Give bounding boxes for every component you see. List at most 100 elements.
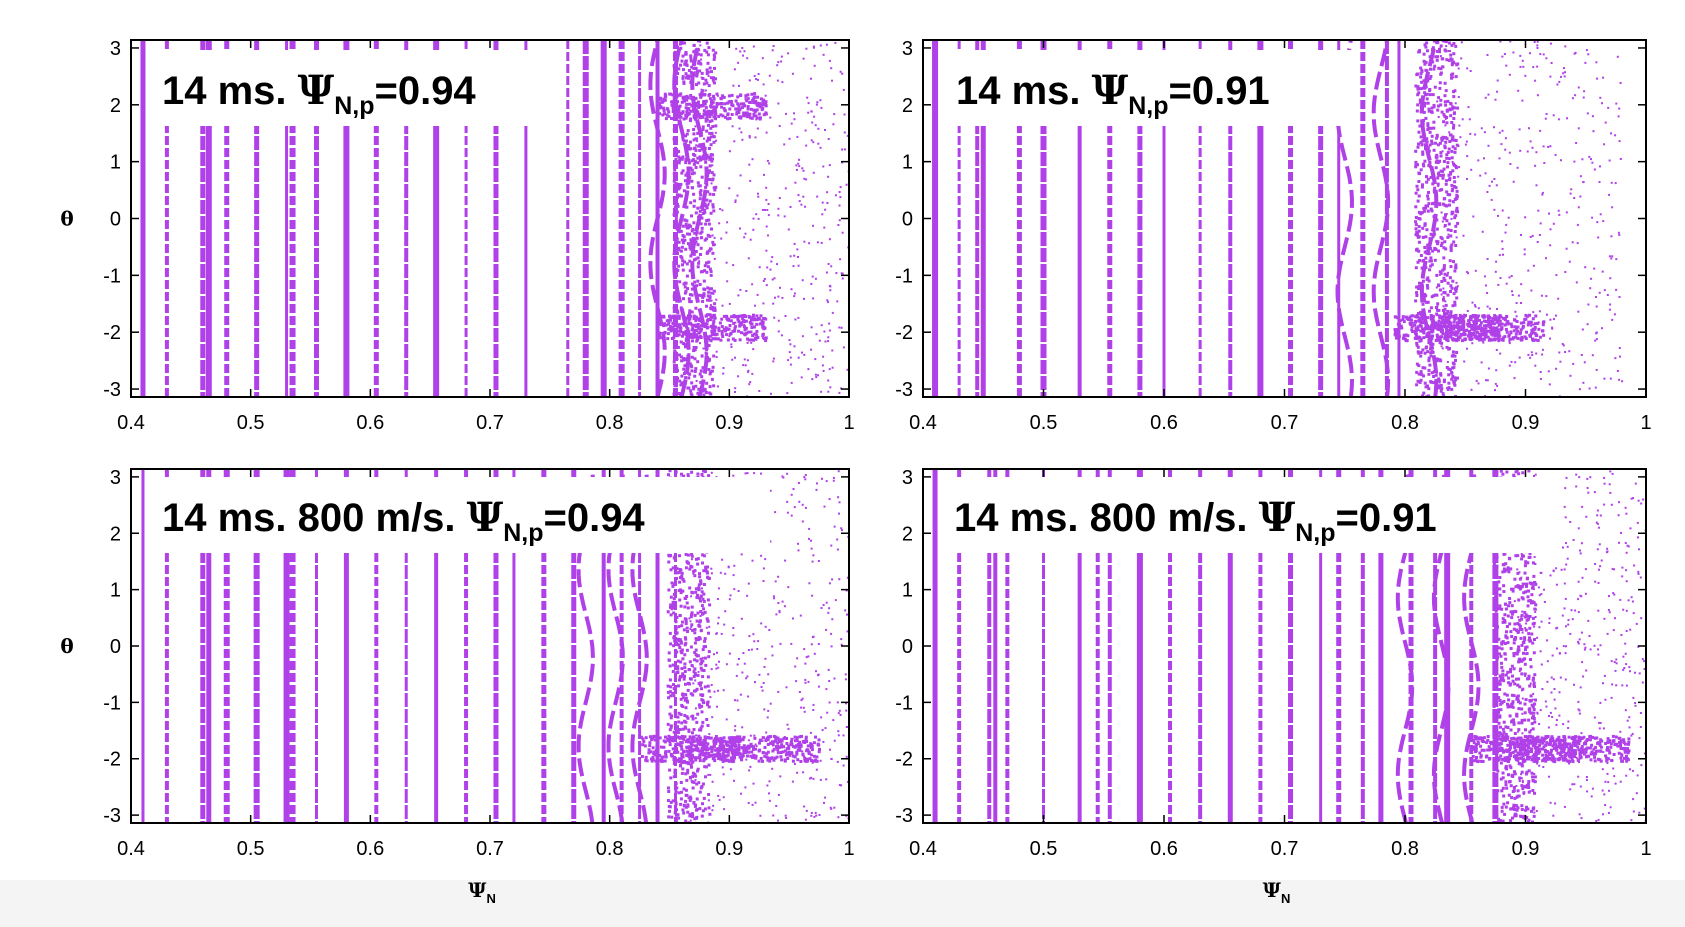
- chaos-point: [1426, 204, 1430, 208]
- chaos-point: [686, 630, 689, 633]
- chaos-point: [699, 231, 703, 235]
- cluster-point: [779, 751, 783, 754]
- stochastic-point: [1614, 134, 1617, 137]
- cluster-point: [721, 94, 725, 98]
- cluster-point: [814, 735, 817, 739]
- stochastic-point: [764, 94, 767, 97]
- chaos-point: [679, 340, 683, 344]
- chaos-point: [681, 808, 685, 812]
- stochastic-point: [692, 665, 694, 668]
- stochastic-point: [699, 189, 702, 191]
- chaos-point: [678, 646, 682, 649]
- stochastic-point: [829, 289, 832, 292]
- chaos-point: [707, 344, 711, 347]
- cluster-point: [680, 752, 684, 756]
- stochastic-point: [697, 670, 700, 673]
- cluster-point: [738, 107, 742, 111]
- cluster-point: [719, 741, 723, 745]
- cluster-point: [729, 759, 733, 763]
- y-tick-label: 1: [902, 152, 913, 174]
- cluster-point: [720, 330, 724, 334]
- chaos-point: [706, 190, 710, 194]
- stochastic-point: [1444, 117, 1447, 120]
- cluster-point: [1487, 314, 1491, 318]
- stochastic-point: [833, 113, 836, 116]
- cluster-point: [710, 315, 714, 319]
- cluster-point: [1403, 337, 1407, 341]
- cluster-point: [739, 94, 742, 97]
- chaos-point: [710, 291, 714, 295]
- stochastic-point: [762, 682, 765, 684]
- y-tick-label: -1: [103, 265, 121, 287]
- stochastic-point: [761, 208, 764, 211]
- cluster-point: [1487, 338, 1491, 342]
- cluster-point: [1413, 323, 1417, 327]
- stochastic-point: [1501, 129, 1504, 132]
- cluster-point: [649, 735, 652, 739]
- chaos-point: [689, 79, 693, 83]
- chaos-point: [1449, 171, 1453, 174]
- stochastic-point: [833, 806, 836, 809]
- stochastic-point: [721, 558, 724, 561]
- chaos-point: [679, 306, 683, 310]
- cluster-point: [1490, 322, 1494, 326]
- stochastic-point: [1573, 160, 1576, 163]
- chaos-point: [708, 66, 712, 70]
- chaos-point: [688, 243, 692, 247]
- cluster-point: [734, 739, 738, 743]
- chaos-point: [1428, 161, 1432, 165]
- chaos-point: [672, 213, 676, 216]
- chaos-point: [1451, 304, 1455, 308]
- stochastic-point: [742, 54, 744, 57]
- chaos-point: [703, 610, 707, 614]
- stochastic-point: [1535, 184, 1538, 187]
- chaos-point: [701, 597, 705, 601]
- cluster-point: [665, 113, 669, 117]
- stochastic-point: [1521, 59, 1524, 62]
- cluster-point: [700, 92, 704, 96]
- cluster-point: [1506, 320, 1510, 323]
- cluster-point: [1530, 329, 1534, 332]
- stochastic-point: [715, 667, 718, 670]
- cluster-point: [1458, 335, 1462, 339]
- chaos-point: [691, 236, 695, 240]
- stochastic-point: [748, 383, 751, 386]
- stochastic-point: [690, 715, 693, 718]
- cluster-point: [666, 108, 670, 112]
- stochastic-point: [831, 311, 834, 314]
- cluster-point: [788, 752, 792, 756]
- stochastic-point: [1571, 241, 1574, 244]
- stochastic-point: [834, 41, 837, 44]
- stochastic-point: [783, 143, 786, 146]
- chaos-point: [1440, 280, 1444, 283]
- cluster-point: [724, 742, 728, 746]
- stochastic-point: [720, 237, 723, 240]
- cluster-point: [1402, 320, 1406, 324]
- chaos-point: [707, 793, 711, 796]
- chaos-point: [691, 717, 695, 721]
- cluster-point: [1404, 333, 1408, 337]
- cluster-point: [711, 314, 715, 318]
- cluster-point: [1494, 334, 1498, 338]
- chaos-point: [1439, 372, 1443, 376]
- cluster-point: [742, 114, 746, 118]
- stochastic-point: [815, 103, 818, 106]
- stochastic-point: [757, 217, 760, 220]
- chaos-point: [676, 667, 680, 671]
- chaos-point: [1423, 223, 1427, 227]
- chaos-point: [669, 724, 673, 728]
- cluster-point: [800, 734, 803, 738]
- cluster-point: [671, 325, 675, 329]
- cluster-point: [1483, 332, 1487, 336]
- stochastic-point: [1581, 158, 1584, 161]
- stochastic-point: [1582, 381, 1585, 384]
- chaos-point: [707, 113, 711, 117]
- cluster-point: [731, 329, 735, 333]
- chaos-point: [707, 752, 711, 755]
- chaos-point: [672, 179, 676, 183]
- cluster-point: [750, 92, 754, 96]
- chaos-point: [679, 383, 683, 387]
- cluster-point: [704, 106, 708, 110]
- stochastic-point: [749, 734, 752, 737]
- chaos-point: [1453, 354, 1457, 358]
